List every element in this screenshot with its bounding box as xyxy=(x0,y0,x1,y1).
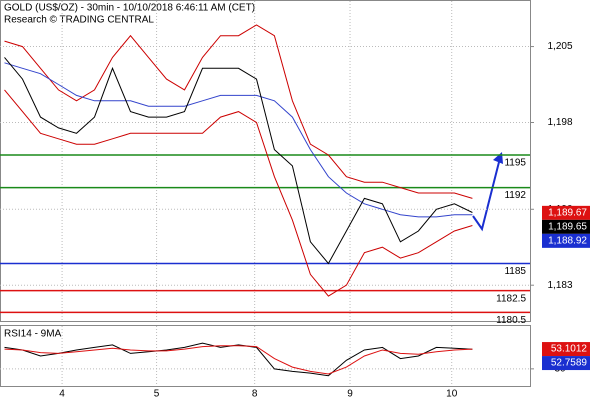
y-tick-label: 1,198 xyxy=(547,117,572,128)
price-tag-label: 1,188.92 xyxy=(548,235,587,246)
price-tag xyxy=(542,356,590,371)
rsi-panel xyxy=(0,325,531,387)
price-tag xyxy=(542,233,590,248)
series-line xyxy=(4,89,473,297)
series-line xyxy=(4,342,473,377)
rsi-title: RSI14 - 9MA xyxy=(4,329,62,340)
level-label: 1182.5 xyxy=(496,293,526,304)
x-tick-label: 5 xyxy=(154,389,160,400)
x-tick-label: 4 xyxy=(59,389,65,400)
price-tag xyxy=(542,205,590,220)
price-panel xyxy=(0,0,531,322)
forecast-arrow xyxy=(472,161,500,232)
x-tick-label: 9 xyxy=(347,389,353,400)
series-line xyxy=(4,62,473,218)
price-tag-label: 1,189.67 xyxy=(548,207,587,218)
level-label: 1195 xyxy=(504,158,526,169)
price-tag-label: 53.1012 xyxy=(551,344,588,355)
level-label: 1180.5 xyxy=(496,315,526,326)
price-tag-label: 52.7589 xyxy=(551,358,588,369)
x-tick-label: 8 xyxy=(252,389,258,400)
chart-subtitle: Research © TRADING CENTRAL xyxy=(4,15,154,26)
series-line xyxy=(4,57,473,265)
x-tick-label: 10 xyxy=(446,389,458,400)
y-tick-label: 1,205 xyxy=(547,41,572,52)
price-tag xyxy=(542,342,590,357)
level-label: 1185 xyxy=(504,266,526,277)
level-label: 1192 xyxy=(504,190,526,201)
price-tag xyxy=(542,219,590,234)
price-tag-label: 1,189.65 xyxy=(548,221,587,232)
y-tick-label: 1,183 xyxy=(547,280,572,291)
chart-title: GOLD (US$/OZ) - 30min - 10/10/2018 6:46:… xyxy=(4,3,255,14)
series-line xyxy=(4,345,473,375)
